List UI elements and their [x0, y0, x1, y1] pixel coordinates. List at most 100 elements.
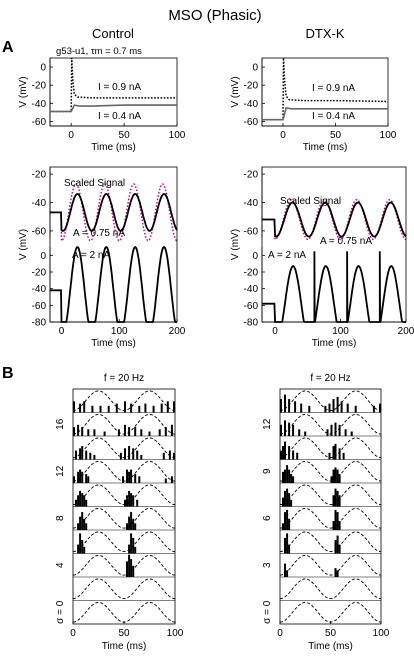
histogram-bar: [75, 499, 77, 507]
series-label: I = 0.9 nA: [98, 82, 141, 93]
histogram-bar: [336, 512, 339, 530]
histogram-bar: [126, 469, 128, 483]
ctrl-sine-large-y-tick-label: -20: [32, 268, 47, 279]
ctrl-step-x-label: Time (ms): [91, 142, 136, 153]
sigma-label: 6: [262, 515, 273, 521]
cell-id-label: g53-u1, τm = 0.7 ms: [56, 46, 142, 57]
sigma-label: 9: [262, 468, 273, 474]
sigma-label: 16: [55, 418, 66, 430]
histogram-bar: [79, 403, 82, 413]
sigma-label: 3: [262, 562, 273, 568]
dtx-sine-large-x-tick-label: 200: [398, 326, 414, 337]
histogram-bar: [130, 469, 133, 483]
ctrl-histograms-x-tick-label: 50: [118, 628, 130, 639]
histogram-bar: [330, 476, 333, 483]
histogram-bar: [290, 474, 293, 483]
histogram-bar: [128, 516, 131, 530]
dtx-sine-large-y-tick-label: -80: [244, 318, 259, 329]
histogram-bar: [326, 429, 329, 436]
histogram-bar: [332, 521, 335, 530]
histogram-bar: [346, 403, 349, 413]
stimulus-sine: [279, 484, 382, 506]
histogram-bar: [79, 533, 82, 554]
histogram-bar: [332, 446, 335, 460]
histogram-bar: [286, 570, 289, 577]
histogram-bar: [93, 455, 96, 460]
histogram-bar: [284, 563, 286, 577]
trace-high: [262, 57, 389, 121]
histogram-bar: [136, 450, 139, 460]
dtx-step-y-tick-label: -40: [244, 99, 259, 110]
histogram-bar: [132, 565, 135, 577]
histogram-bar: [85, 523, 88, 530]
histogram-bar: [138, 405, 141, 413]
histogram-bar: [334, 568, 337, 577]
stimulus-sine: [279, 578, 382, 600]
sigma-label: 8: [55, 515, 66, 521]
histogram-bar: [334, 443, 337, 460]
histogram-bar: [300, 403, 303, 413]
histogram-bar: [304, 431, 307, 436]
histogram-bar: [288, 469, 291, 483]
histogram-bar: [170, 424, 173, 436]
histogram-bar: [79, 516, 82, 530]
series-label: I = 0.4 nA: [312, 111, 355, 122]
ctrl-histograms-x-label: Time (ms): [102, 641, 147, 652]
histogram-bar: [134, 474, 137, 483]
histogram-bar: [81, 540, 84, 554]
dtx-histograms-x-tick-label: 50: [325, 628, 337, 639]
histogram-bar: [138, 476, 141, 483]
dtx-sine-large-y-tick-label: -40: [244, 284, 259, 295]
histogram-bar: [126, 495, 128, 507]
histogram-bar: [286, 488, 289, 507]
histogram-bar: [103, 431, 106, 436]
series-label: I = 0.9 nA: [312, 83, 355, 94]
histogram-bar: [128, 471, 131, 483]
histogram-bar: [173, 401, 175, 413]
histogram-bar: [280, 450, 282, 460]
amplitude-label: A = 2 nA: [268, 250, 306, 261]
histogram-bar: [81, 493, 84, 507]
ctrl-step-y-tick-label: -40: [32, 99, 47, 110]
histogram-bar: [126, 561, 128, 577]
histogram-bar: [130, 512, 133, 530]
ctrl-step-x-tick-label: 0: [68, 130, 74, 141]
stimulus-sine: [279, 507, 382, 529]
histogram-bar: [77, 495, 80, 507]
histogram-bar: [288, 544, 291, 554]
histogram-bar: [173, 452, 175, 460]
histogram-bar: [280, 424, 282, 436]
dtx-step-y-tick-label: 0: [252, 63, 258, 74]
histogram-bar: [73, 427, 75, 436]
figure-title: MSO (Phasic): [168, 7, 261, 24]
histogram-bar: [81, 427, 84, 436]
histogram-bar: [73, 401, 75, 413]
histogram-bar: [124, 448, 126, 460]
histogram-bar: [340, 401, 343, 413]
histogram-bar: [294, 401, 297, 413]
stimulus-sine: [72, 601, 176, 623]
ctrl-step-y-tick-label: -60: [32, 117, 47, 128]
histogram-bar: [89, 452, 92, 460]
dtx-sine-large-y-tick-label: 0: [252, 251, 258, 262]
ctrl-sine-small-y-tick-label: -20: [32, 170, 47, 181]
histogram-bar: [342, 452, 345, 460]
histogram-bar: [128, 490, 131, 507]
sigma-label: σ = 0: [55, 600, 66, 624]
histogram-bar: [292, 450, 295, 460]
ctrl-sine-small-y-tick-label: -60: [32, 226, 47, 237]
histogram-bar: [124, 401, 126, 413]
histogram-bar: [87, 429, 90, 436]
stimulus-sine: [72, 507, 176, 529]
histogram-bar: [328, 403, 331, 413]
histogram-bar: [85, 450, 88, 460]
histogram-bar: [344, 429, 347, 436]
ctrl-sine-large-x-tick-label: 200: [169, 326, 186, 337]
histogram-bar: [124, 424, 126, 436]
histogram-bar: [134, 546, 137, 554]
histogram-bar: [379, 403, 381, 413]
histogram-bar: [338, 474, 341, 483]
ctrl-sine-large-x-tick-label: 100: [111, 326, 128, 337]
histogram-bar: [338, 424, 341, 436]
histogram-bar: [336, 396, 339, 413]
